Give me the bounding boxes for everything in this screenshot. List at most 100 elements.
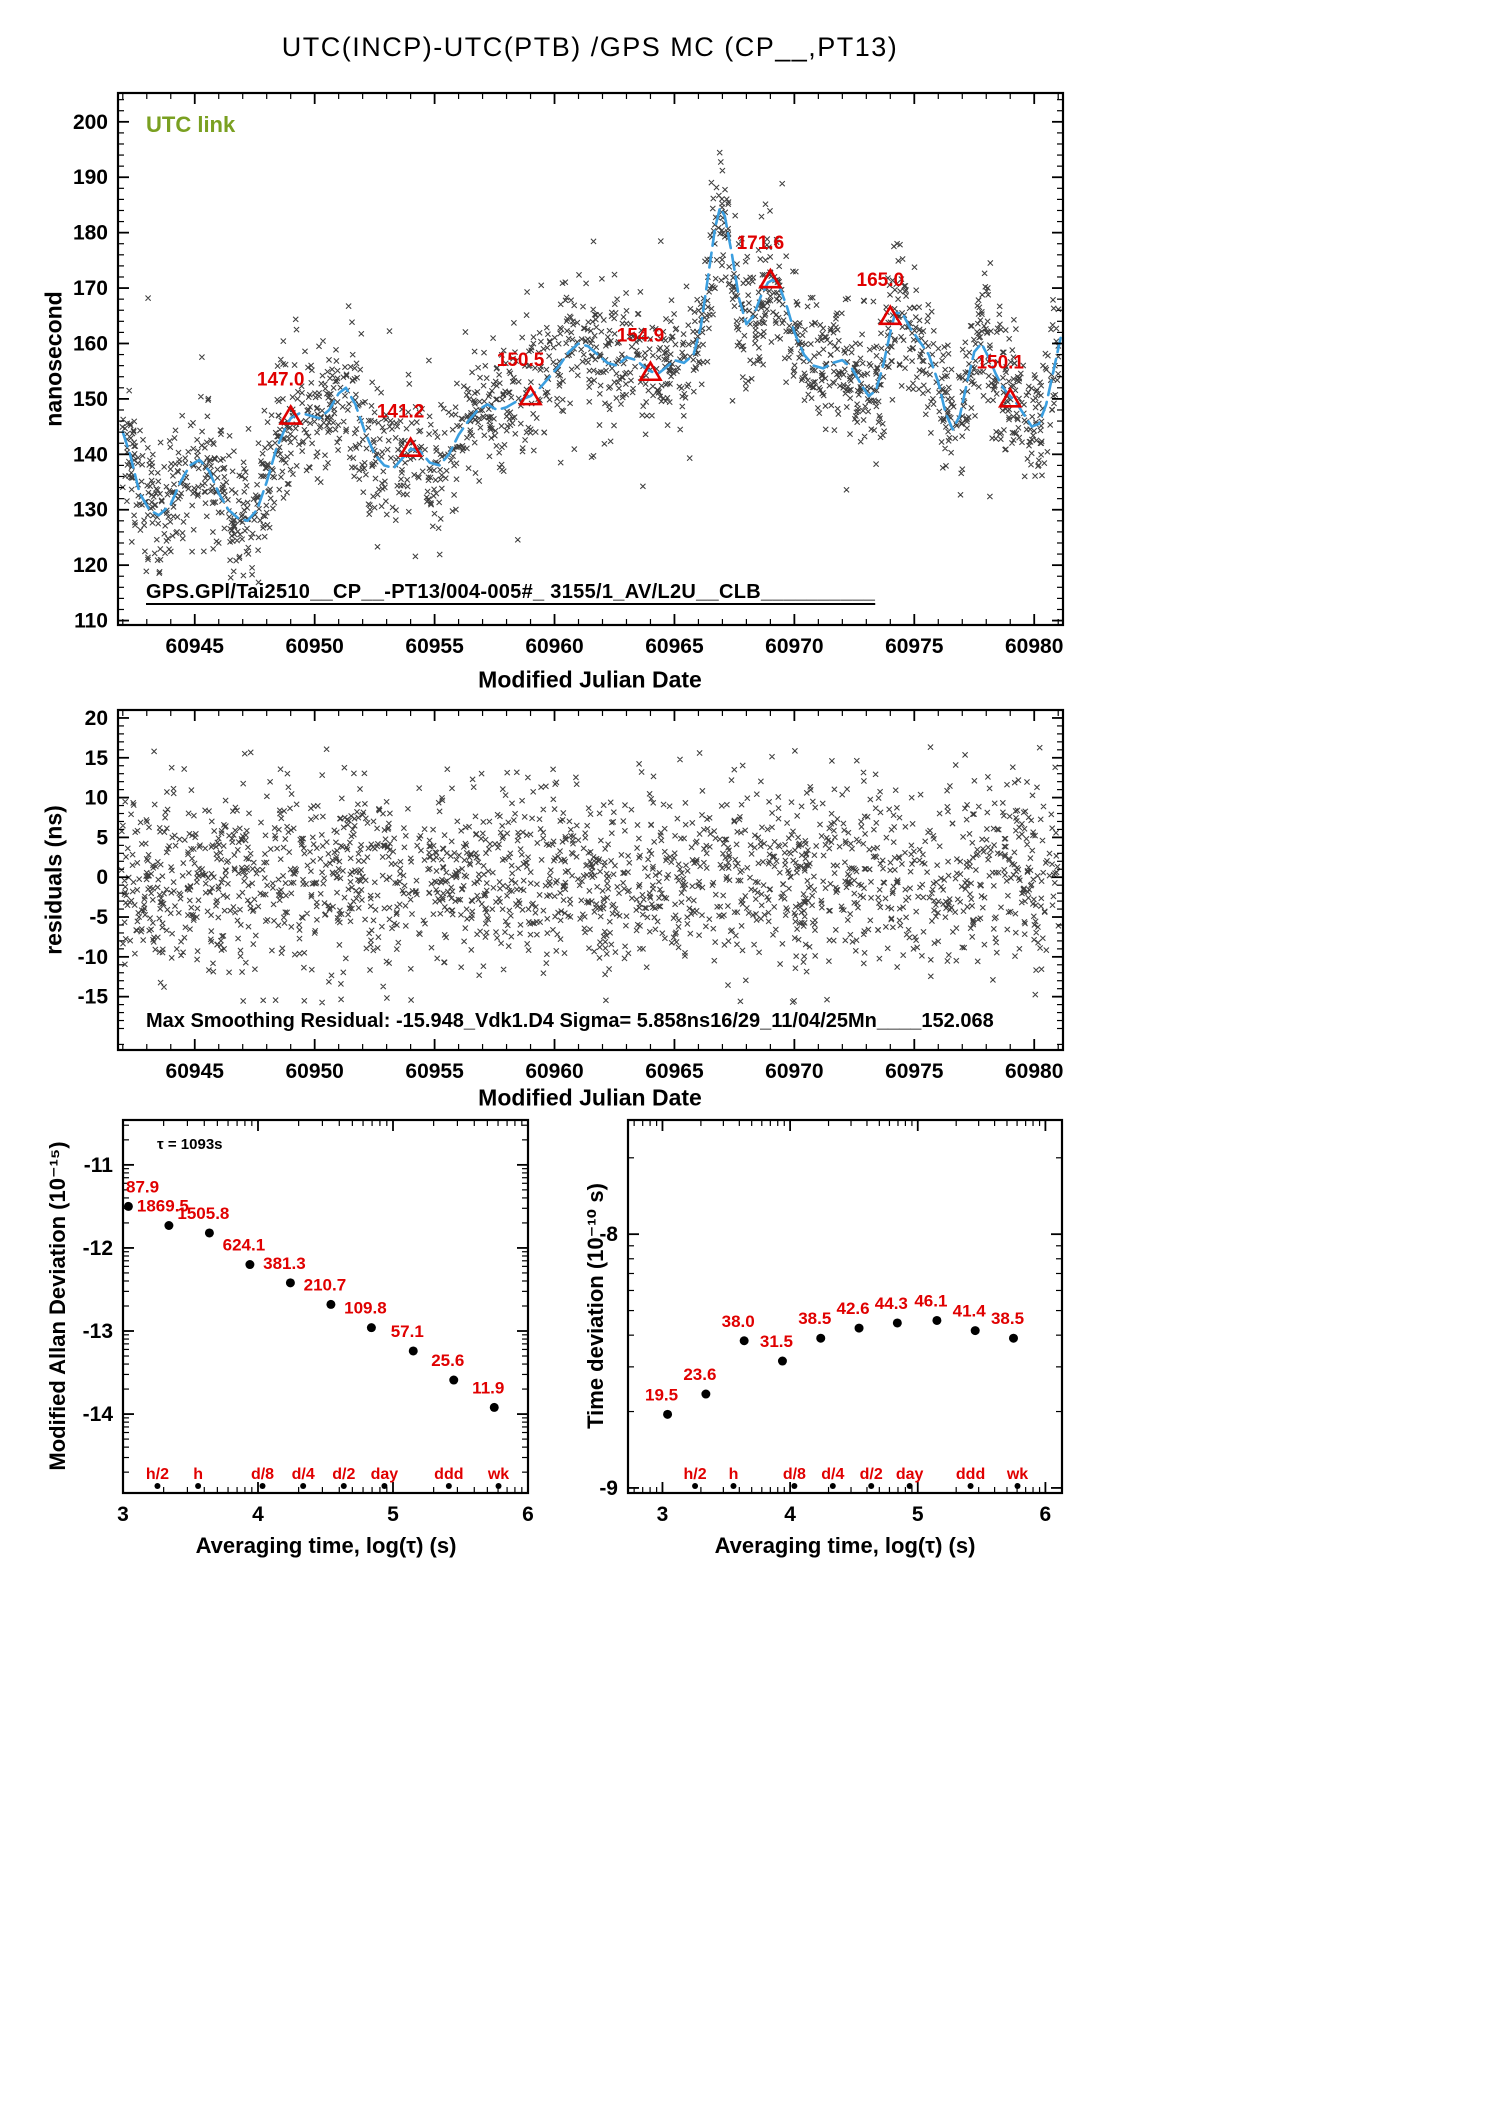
deviation-point	[701, 1389, 711, 1399]
tau-tick-dot	[868, 1483, 875, 1489]
y-tick-label: 20	[85, 707, 108, 730]
tau-tick-dot	[495, 1483, 502, 1489]
x-tick-label: 5	[912, 1503, 924, 1526]
x-tick-label: 60975	[885, 1060, 944, 1083]
deviation-point	[489, 1402, 499, 1412]
y-tick-label: -11	[84, 1154, 114, 1177]
deviation-point	[932, 1315, 942, 1325]
chart-title: UTC(INCP)-UTC(PTB) /GPS MC (CP__,PT13)	[281, 32, 899, 62]
x-tick-label: 60960	[525, 1060, 583, 1083]
x-tick-label: 60965	[645, 1060, 704, 1083]
calibration-value-label: 171.6	[737, 233, 785, 254]
x-tick-label: 60965	[645, 635, 704, 658]
deviation-value-label: 44.3	[875, 1294, 908, 1313]
deviation-point	[854, 1323, 864, 1333]
y-tick-label: 180	[73, 222, 108, 245]
x-tick-label: 6	[1040, 1503, 1052, 1526]
x-tick-label: 6	[522, 1503, 534, 1526]
tau-tick-dot	[791, 1483, 798, 1489]
tau-tick-label: ddd	[434, 1466, 463, 1483]
deviation-value-label: 38.5	[991, 1309, 1024, 1328]
deviation-point	[449, 1375, 459, 1385]
y-tick-label: 0	[96, 866, 108, 889]
tau-tick-dot	[340, 1483, 347, 1489]
calibration-triangle-marker	[398, 436, 423, 457]
deviation-value-label: 1869.5	[137, 1197, 189, 1216]
calibration-triangle-marker	[278, 403, 303, 425]
deviation-point	[326, 1299, 336, 1309]
calibration-triangle-marker	[638, 360, 663, 382]
tau-tick-dot	[906, 1483, 913, 1489]
tau-tick-label: d/4	[292, 1466, 315, 1483]
deviation-point	[739, 1336, 749, 1346]
y-tick-label: 120	[73, 554, 108, 577]
calibration-triangle-marker	[878, 304, 903, 326]
tau-tick-dot	[445, 1483, 452, 1489]
mdev-tau-annotation: τ = 1093s	[157, 1136, 223, 1153]
calibration-triangle-marker	[997, 386, 1023, 408]
deviation-value-label: 46.1	[914, 1291, 947, 1310]
deviation-value-label: 42.6	[836, 1299, 869, 1318]
tau-tick-label: h/2	[683, 1466, 706, 1483]
utc-link-label: UTC link	[146, 112, 236, 137]
tau-tick-dot	[1014, 1483, 1021, 1489]
deviation-value-label: 38.5	[798, 1309, 831, 1328]
tau-tick-dot	[154, 1483, 161, 1489]
y-tick-label: -15	[78, 986, 109, 1009]
calibration-value-label: 150.5	[497, 350, 545, 371]
deviation-point	[892, 1318, 902, 1328]
main-xlabel: Modified Julian Date	[478, 666, 702, 693]
deviation-point	[663, 1409, 673, 1419]
deviation-value-label: 210.7	[304, 1275, 347, 1294]
y-tick-label: 140	[73, 443, 108, 466]
x-tick-label: 60975	[885, 635, 944, 658]
y-tick-label: 15	[85, 747, 109, 770]
deviation-value-label: 87.9	[126, 1177, 159, 1196]
tau-tick-dot	[195, 1483, 202, 1489]
tau-tick-label: wk	[1006, 1466, 1028, 1483]
tau-tick-label: d/2	[332, 1466, 355, 1483]
residuals-axes: 60945 60950 60955 60960 60965 60970 60975 60980…	[78, 707, 1065, 1083]
calibration-value-label: 150.1	[976, 352, 1024, 373]
tau-tick-dot	[967, 1483, 974, 1489]
y-tick-label: 110	[74, 610, 108, 633]
main-ylabel: nanosecond	[40, 291, 67, 427]
y-tick-label: -13	[83, 1320, 113, 1343]
deviation-point	[970, 1326, 980, 1336]
x-tick-label: 60980	[1005, 635, 1063, 658]
tau-tick-label: d/2	[860, 1466, 883, 1483]
residuals-xlabel: Modified Julian Date	[478, 1084, 702, 1111]
y-tick-label: 190	[73, 166, 108, 189]
tdev-axes: 3 4 5 6 -8 -9	[599, 1118, 1064, 1526]
x-tick-label: 60945	[166, 635, 225, 658]
deviation-value-label: 11.9	[472, 1378, 504, 1397]
tau-tick-dot	[692, 1483, 699, 1489]
deviation-value-label: 41.4	[953, 1302, 987, 1321]
x-tick-label: 60970	[765, 1060, 823, 1083]
deviation-point	[285, 1278, 295, 1288]
x-tick-label: 60980	[1005, 1060, 1063, 1083]
x-tick-label: 3	[657, 1503, 669, 1526]
deviation-value-label: 31.5	[760, 1332, 793, 1351]
x-tick-label: 60945	[166, 1060, 225, 1083]
deviation-value-label: 1505.8	[177, 1204, 229, 1223]
tau-tick-dot	[730, 1483, 737, 1489]
link-config-annotation: GPS.GPl/Tai2510__CP__-PT13/004-005#_ 315…	[146, 581, 876, 603]
x-tick-label: 60970	[765, 635, 823, 658]
x-tick-label: 60950	[285, 635, 343, 658]
tau-tick-dot	[300, 1483, 307, 1489]
tau-tick-label: h	[193, 1466, 203, 1483]
x-tick-label: 4	[252, 1503, 264, 1526]
deviation-value-label: 19.5	[645, 1385, 678, 1404]
tau-tick-label: day	[896, 1466, 924, 1483]
calibration-triangle-marker	[518, 384, 543, 406]
deviation-value-label: 23.6	[683, 1365, 716, 1384]
deviation-point	[408, 1346, 418, 1356]
tau-tick-dot	[259, 1483, 266, 1489]
residual-scatter	[119, 744, 1062, 1006]
y-tick-label: 150	[73, 388, 108, 411]
mdev-xlabel: Averaging time, log(τ) (s)	[195, 1533, 457, 1558]
tdev-xlabel: Averaging time, log(τ) (s)	[714, 1533, 976, 1558]
y-tick-label: 200	[73, 111, 108, 134]
